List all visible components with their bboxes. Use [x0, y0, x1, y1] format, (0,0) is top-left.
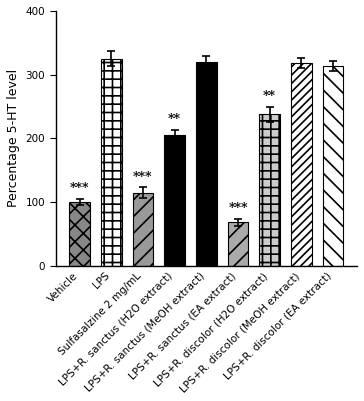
Text: ***: ***: [70, 182, 89, 195]
Bar: [260, 114, 280, 266]
Bar: [69, 202, 90, 266]
Text: ***: ***: [228, 202, 248, 215]
Bar: [101, 59, 122, 266]
Bar: [164, 135, 185, 266]
Y-axis label: Percentage 5-HT level: Percentage 5-HT level: [7, 69, 20, 207]
Bar: [196, 62, 217, 266]
Bar: [132, 192, 153, 266]
Bar: [323, 67, 343, 266]
Text: ***: ***: [133, 170, 153, 184]
Bar: [228, 223, 248, 266]
Text: **: **: [263, 90, 276, 103]
Bar: [291, 63, 312, 266]
Text: **: **: [168, 113, 181, 126]
